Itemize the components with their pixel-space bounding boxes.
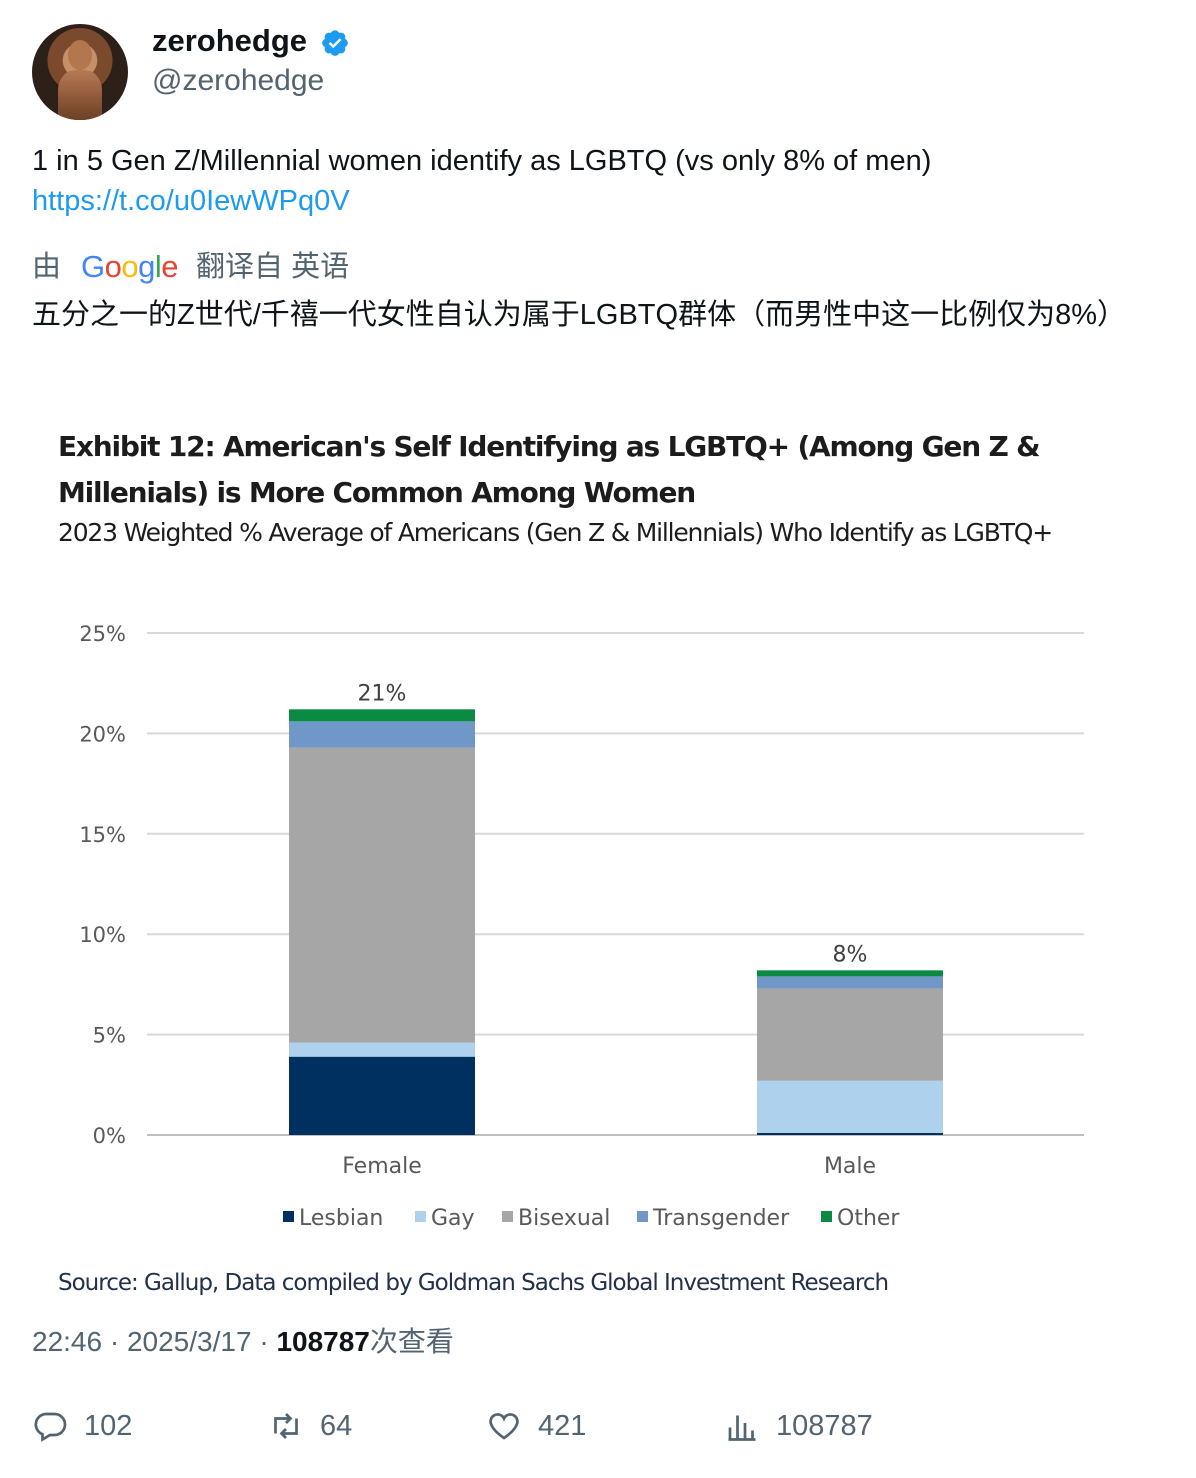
reply-icon — [34, 1412, 67, 1442]
google-logo: Google — [81, 249, 179, 284]
legend-label: Other — [837, 1206, 900, 1231]
bar-total-label: 8% — [833, 942, 868, 967]
legend-swatch — [502, 1211, 513, 1222]
action-bar: 102 64 421 108787 — [32, 1408, 1162, 1452]
bar-segment-transgender — [289, 721, 475, 748]
legend-label: Lesbian — [299, 1206, 383, 1231]
tweet-time[interactable]: 22:46 — [32, 1326, 103, 1357]
chart-title: Exhibit 12: American's Self Identifying … — [58, 430, 1041, 509]
retweet-count: 64 — [320, 1409, 353, 1442]
chart-subtitle: 2023 Weighted % Average of Americans (Ge… — [58, 518, 1053, 547]
legend-label: Gay — [431, 1206, 475, 1231]
y-tick-label: 15% — [79, 823, 126, 847]
views-action-count: 108787 — [776, 1409, 873, 1442]
bar-segment-transgender — [757, 976, 943, 989]
bar-segment-gay — [757, 1080, 943, 1133]
y-tick-label: 5% — [93, 1024, 126, 1048]
retweet-icon — [274, 1413, 298, 1439]
y-tick-label: 0% — [93, 1124, 126, 1148]
tweet-link[interactable]: https://t.co/u0IewWPq0V — [32, 185, 350, 217]
heart-icon — [489, 1413, 519, 1440]
views-count: 108787 — [276, 1326, 370, 1357]
display-name[interactable]: zerohedge — [152, 23, 308, 58]
meta-separator: · — [102, 1326, 127, 1357]
legend-swatch — [415, 1211, 426, 1222]
tweet-body: 1 in 5 Gen Z/Millennial women identify a… — [32, 145, 932, 177]
chart-image[interactable]: Exhibit 12: American's Self Identifying … — [32, 400, 1162, 1300]
retweet-button[interactable]: 64 — [268, 1408, 352, 1444]
avatar-torso-shape — [58, 70, 102, 120]
handle[interactable]: @zerohedge — [152, 64, 325, 97]
reply-button[interactable]: 102 — [32, 1408, 132, 1444]
avatar[interactable] — [32, 24, 128, 120]
stacked-bar-chart: 0% 5% 10% 15% 20% 25% 21% Female 8% Male Lesbian Ga… — [79, 622, 1084, 1231]
bar-segment-lesbian — [757, 1132, 943, 1135]
tweet-text: 1 in 5 Gen Z/Millennial women identify a… — [32, 141, 1162, 221]
x-category-label: Female — [342, 1154, 422, 1179]
tweet-meta: 22:46 · 2025/3/17 · 108787次查看 — [32, 1322, 454, 1362]
translation-suffix: 翻译自 英语 — [196, 251, 350, 283]
legend-label: Bisexual — [518, 1206, 610, 1231]
y-tick-label: 10% — [79, 923, 126, 947]
y-tick-label: 25% — [79, 622, 126, 646]
avatar-head-shape — [68, 40, 92, 70]
like-button[interactable]: 421 — [486, 1408, 586, 1444]
views-button[interactable]: 108787 — [724, 1408, 873, 1444]
bar-segment-bisexual — [757, 988, 943, 1081]
legend-swatch — [821, 1211, 832, 1222]
tweet-date[interactable]: 2025/3/17 — [126, 1326, 252, 1357]
verified-badge-icon — [322, 30, 348, 56]
meta-separator-2: · — [251, 1326, 277, 1357]
bar-segment-other — [289, 709, 475, 722]
bar-segment-lesbian — [289, 1056, 475, 1135]
y-tick-label: 20% — [79, 722, 126, 746]
bar-total-label: 21% — [358, 681, 407, 706]
reply-count: 102 — [84, 1409, 133, 1442]
analytics-icon — [728, 1415, 756, 1441]
bar-segment-bisexual — [289, 747, 475, 1043]
translation-prefix: 由 — [32, 251, 62, 283]
bar-segment-other — [757, 970, 943, 977]
like-count: 421 — [538, 1409, 587, 1442]
translation-attribution[interactable]: 由 Google 翻译自 英语 — [32, 247, 349, 287]
legend-label: Transgender — [652, 1206, 790, 1231]
chart-source: Source: Gallup, Data compiled by Goldman… — [58, 1270, 889, 1296]
x-category-label: Male — [824, 1154, 876, 1179]
translated-text: 五分之一的Z世代/千禧一代女性自认为属于LGBTQ群体（而男性中这一比例仅为8%… — [32, 299, 1126, 331]
bar-segment-gay — [289, 1042, 475, 1057]
views-label: 次查看 — [369, 1326, 454, 1357]
legend-swatch — [637, 1211, 648, 1222]
legend-swatch — [283, 1211, 294, 1222]
